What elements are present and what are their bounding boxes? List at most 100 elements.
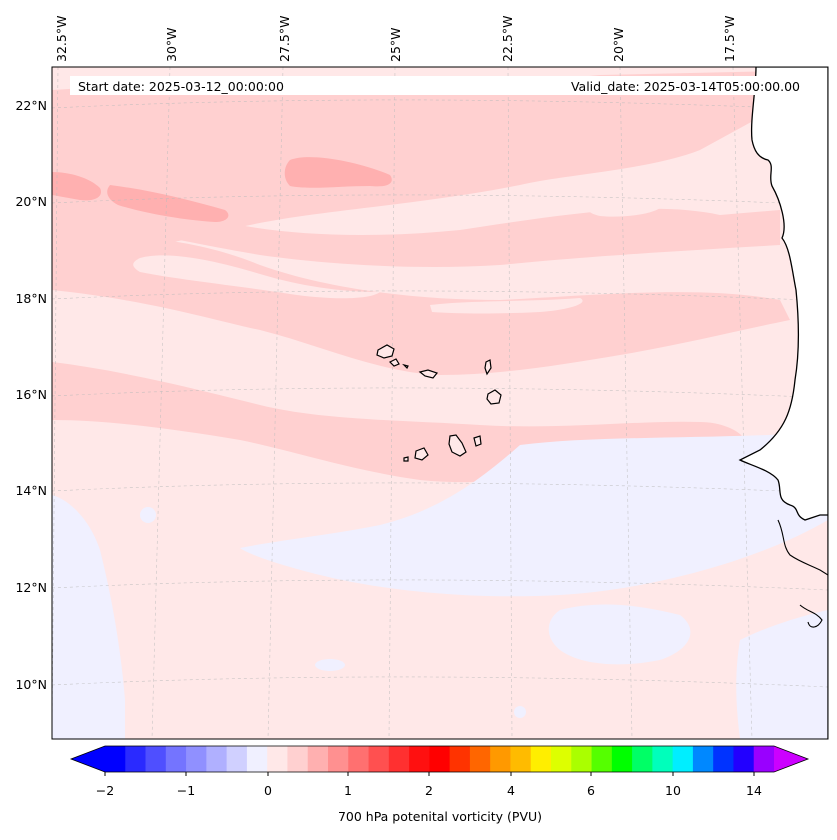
parallel-line — [52, 290, 828, 302]
pv-negative-spot — [140, 507, 156, 523]
parallel-line — [52, 579, 828, 591]
date-annotation-box — [70, 76, 808, 95]
colorbar-segment — [226, 746, 248, 772]
colorbar-segment — [449, 746, 471, 772]
colorbar-segment — [429, 746, 451, 772]
lat-label: 18°N — [15, 291, 47, 306]
colorbar-segment — [713, 746, 734, 772]
valid-date: Valid_date: 2025-03-14T05:00:00.00 — [571, 79, 800, 94]
pv-strong-patch-3 — [52, 172, 102, 201]
colorbar-segment — [409, 746, 430, 772]
colorbar-tick-label: −1 — [177, 783, 195, 798]
parallel-line — [52, 387, 828, 399]
colorbar-tick-label: 14 — [746, 783, 762, 798]
pv-hole-2 — [588, 200, 660, 217]
colorbar-segment — [145, 746, 167, 772]
parallel-line — [52, 194, 828, 206]
colorbar-segment — [388, 746, 410, 772]
pv-hole-3 — [430, 298, 583, 314]
colorbar-segment — [692, 746, 714, 772]
africa-coast-detail — [777, 519, 828, 576]
island-santo-antao — [376, 344, 395, 359]
pv-negative-spot — [315, 659, 345, 671]
colorbar-tick-label: 4 — [507, 783, 515, 798]
graticule — [52, 67, 828, 739]
colorbar-segment — [510, 746, 532, 772]
lat-label: 14°N — [15, 483, 47, 498]
pv-field — [52, 67, 828, 739]
colorbar-segment — [206, 746, 228, 772]
meridian-line — [507, 67, 513, 739]
meridian-line — [619, 67, 633, 739]
meridian-line — [267, 67, 284, 739]
colorbar-segment — [490, 746, 511, 772]
colorbar-segment — [105, 746, 126, 772]
lon-label: 17.5°W — [722, 16, 737, 62]
colorbar-extend-max — [774, 746, 808, 772]
island-brava — [403, 456, 409, 462]
colorbar-segment — [186, 746, 207, 772]
pv-band-north — [52, 70, 828, 270]
island-sao-vicente — [388, 358, 400, 367]
colorbar-segment — [733, 746, 755, 772]
pv-negative-southeast — [736, 610, 828, 739]
colorbar-segment — [125, 746, 146, 772]
colorbar-tick-label: 0 — [264, 783, 272, 798]
lat-label: 16°N — [15, 387, 47, 402]
lon-label: 25°W — [388, 27, 403, 62]
meridian-line — [732, 67, 753, 739]
colorbar-segment — [551, 746, 572, 772]
colorbar-segment — [571, 746, 592, 772]
pv-negative-spot — [514, 706, 526, 718]
colorbar-tick-label: −2 — [96, 783, 114, 798]
pv-negative-mid — [548, 604, 691, 665]
colorbar — [69, 745, 810, 776]
pv-negative-west — [52, 495, 125, 739]
colorbar-segment — [348, 746, 369, 772]
cape-verde-islands — [376, 344, 502, 462]
colorbar-label: 700 hPa potenital vorticity (PVU) — [338, 809, 542, 824]
lon-label: 20°W — [611, 27, 626, 62]
colorbar-tick-label: 2 — [425, 783, 433, 798]
colorbar-tick-label: 1 — [344, 783, 352, 798]
colorbar-segment — [246, 746, 268, 772]
colorbar-segment — [165, 746, 187, 772]
meridian-line — [151, 67, 171, 739]
colorbar-segment — [307, 746, 329, 772]
island-santiago — [448, 434, 467, 457]
lon-label: 32.5°W — [54, 16, 69, 62]
colorbar-segment — [753, 746, 775, 772]
lon-label: 30°W — [164, 27, 179, 62]
colorbar-extend-min — [71, 746, 105, 772]
longitude-labels: 32.5°W 30°W 27.5°W 25°W 22.5°W 20°W 17.5… — [54, 16, 737, 62]
pv-strong-patch-1 — [284, 157, 392, 188]
island-sal — [484, 359, 492, 376]
map-frame — [51, 66, 829, 740]
colorbar-segment — [287, 746, 309, 772]
pv-strong-patch-2 — [107, 185, 229, 222]
colorbar-segment — [530, 746, 552, 772]
parallel-line — [52, 676, 828, 688]
lat-label: 10°N — [15, 677, 47, 692]
colorbar-segment — [368, 746, 390, 772]
latitude-labels: 22°N 20°N 18°N 16°N 14°N 12°N 10°N — [15, 98, 47, 692]
island-sao-nicolau — [418, 369, 439, 379]
parallel-line — [52, 99, 828, 111]
colorbar-segment — [328, 746, 349, 772]
colorbar-segment — [267, 746, 288, 772]
island-boa-vista — [486, 389, 502, 405]
lat-label: 20°N — [15, 194, 47, 209]
pv-hole-1 — [133, 255, 380, 299]
colorbar-ticks: −2 −1 0 1 2 4 6 10 14 — [96, 783, 762, 798]
colorbar-tick-label: 10 — [665, 783, 681, 798]
africa-coastline — [738, 67, 828, 739]
colorbar-segment — [652, 746, 674, 772]
pv-negative-south — [240, 432, 828, 597]
colorbar-segment — [611, 746, 633, 772]
meridian-line — [52, 67, 59, 739]
meridian-line — [388, 67, 396, 739]
colorbar-segment — [469, 746, 491, 772]
lon-label: 27.5°W — [277, 16, 292, 62]
island-fogo — [414, 447, 429, 461]
